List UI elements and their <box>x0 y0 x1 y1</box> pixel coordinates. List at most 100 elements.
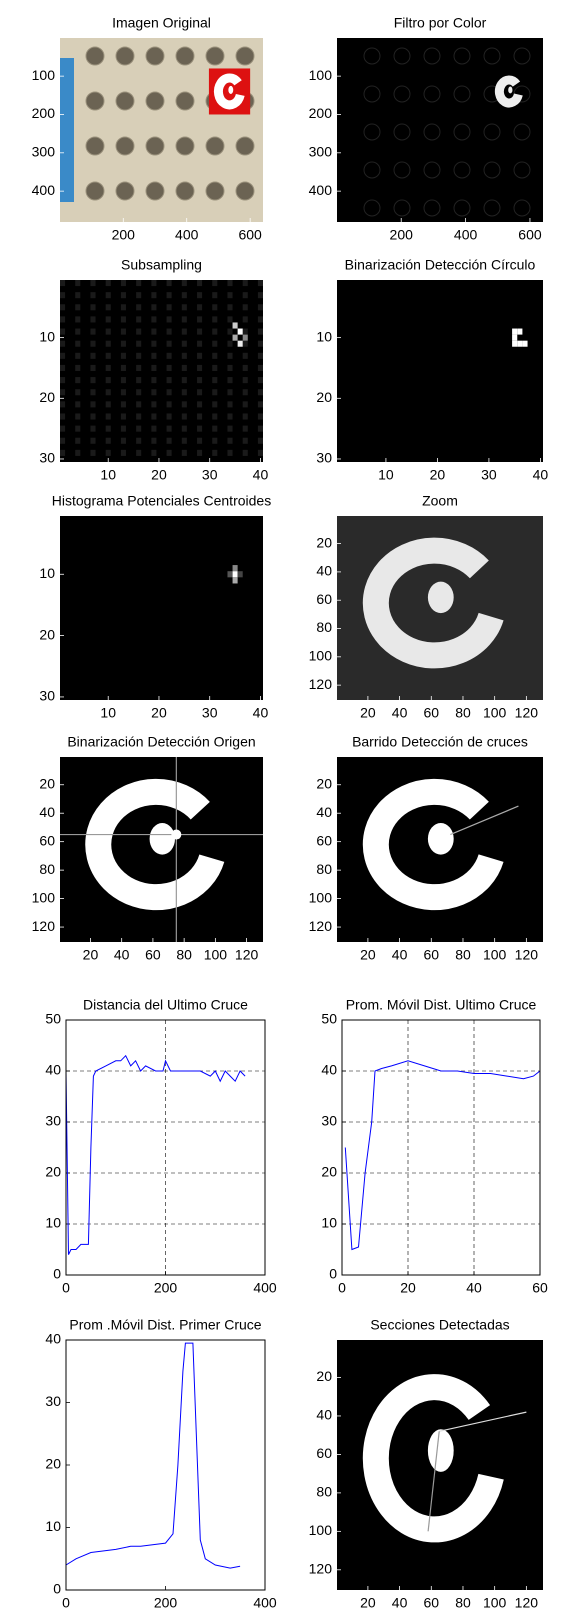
pixel <box>181 364 187 371</box>
pixel <box>90 352 96 359</box>
y-tick-label: 10 <box>45 1215 61 1231</box>
y-tick-label: 10 <box>39 565 55 581</box>
pixel <box>151 292 157 299</box>
subplot-title: Secciones Detectadas <box>370 1317 509 1333</box>
c-knob <box>427 823 454 855</box>
pixel <box>257 389 263 396</box>
pixel <box>242 328 248 335</box>
faint-knob <box>483 161 501 179</box>
x-tick-label: 600 <box>238 227 262 243</box>
pixel <box>105 377 111 384</box>
y-tick-label: 10 <box>39 328 55 344</box>
pixel <box>120 364 126 371</box>
pixel <box>90 413 96 420</box>
pixel <box>105 340 111 347</box>
pixel <box>151 304 157 311</box>
faint-knob <box>393 85 411 103</box>
subplot-title: Filtro por Color <box>394 15 487 31</box>
faint-knob <box>423 161 441 179</box>
faint-knob <box>363 199 381 217</box>
pixel <box>227 377 233 384</box>
y-tick-label: 30 <box>45 1393 61 1409</box>
pixel <box>242 280 248 287</box>
c-shape <box>494 75 523 108</box>
y-tick-label: 200 <box>32 105 56 121</box>
pixel <box>257 304 263 311</box>
pixel <box>197 280 203 287</box>
pixel <box>60 352 66 359</box>
pixel <box>242 334 248 341</box>
pixel <box>90 425 96 432</box>
faint-knob <box>483 123 501 141</box>
x-tick-label: 20 <box>400 1280 416 1296</box>
pixel <box>151 413 157 420</box>
y-tick-label: 120 <box>309 1561 333 1577</box>
faint-knob <box>423 85 441 103</box>
x-tick-label: 30 <box>202 705 218 721</box>
pixel <box>181 389 187 396</box>
x-tick-label: 40 <box>392 705 408 721</box>
y-tick-label: 40 <box>316 804 332 820</box>
y-tick-label: 120 <box>309 676 333 692</box>
axes-box <box>341 1019 541 1276</box>
pixel <box>181 304 187 311</box>
pixel <box>181 340 187 347</box>
pixel <box>227 316 233 323</box>
pixel <box>60 364 66 371</box>
pixel <box>90 401 96 408</box>
pixel <box>237 340 243 347</box>
pixel <box>75 389 81 396</box>
faint-knob <box>513 161 531 179</box>
pixel <box>227 292 233 299</box>
plot-area <box>337 38 543 222</box>
c-shape <box>362 1374 504 1543</box>
knob <box>115 46 135 66</box>
knob <box>175 181 195 201</box>
pixel <box>90 316 96 323</box>
pixel <box>151 401 157 408</box>
pixel <box>197 389 203 396</box>
pixel <box>105 316 111 323</box>
pixel <box>181 425 187 432</box>
pixel <box>120 316 126 323</box>
pixel <box>242 413 248 420</box>
y-tick-label: 60 <box>316 832 332 848</box>
faint-knob <box>393 199 411 217</box>
pixel <box>197 401 203 408</box>
pixel <box>136 377 142 384</box>
pixel <box>166 328 172 335</box>
pixel <box>60 377 66 384</box>
x-tick-label: 400 <box>175 227 199 243</box>
plot-area <box>60 38 263 222</box>
y-tick-label: 100 <box>309 1522 333 1538</box>
y-tick-label: 0 <box>53 1581 61 1597</box>
pixel <box>105 401 111 408</box>
subplot-title: Binarización Detección Círculo <box>345 257 536 273</box>
knob <box>115 136 135 156</box>
pixel <box>166 364 172 371</box>
knob <box>145 136 165 156</box>
pixel <box>90 377 96 384</box>
pixel <box>105 304 111 311</box>
pixel <box>105 364 111 371</box>
pixel <box>75 280 81 287</box>
y-tick-label: 0 <box>329 1266 337 1282</box>
pixel <box>90 449 96 456</box>
pixel <box>151 364 157 371</box>
overlay-line <box>450 805 519 836</box>
y-tick-label: 30 <box>321 1113 337 1129</box>
pixel <box>227 425 233 432</box>
pixel <box>212 425 218 432</box>
pixel <box>136 316 142 323</box>
pixel <box>212 280 218 287</box>
faint-knob <box>513 47 531 65</box>
pixel <box>181 316 187 323</box>
pixel <box>227 352 233 359</box>
pixel <box>197 413 203 420</box>
knob <box>145 91 165 111</box>
faint-knob <box>453 47 471 65</box>
data-line <box>344 1060 541 1251</box>
faint-knob <box>423 199 441 217</box>
x-tick-label: 100 <box>483 947 507 963</box>
faint-knob <box>453 161 471 179</box>
